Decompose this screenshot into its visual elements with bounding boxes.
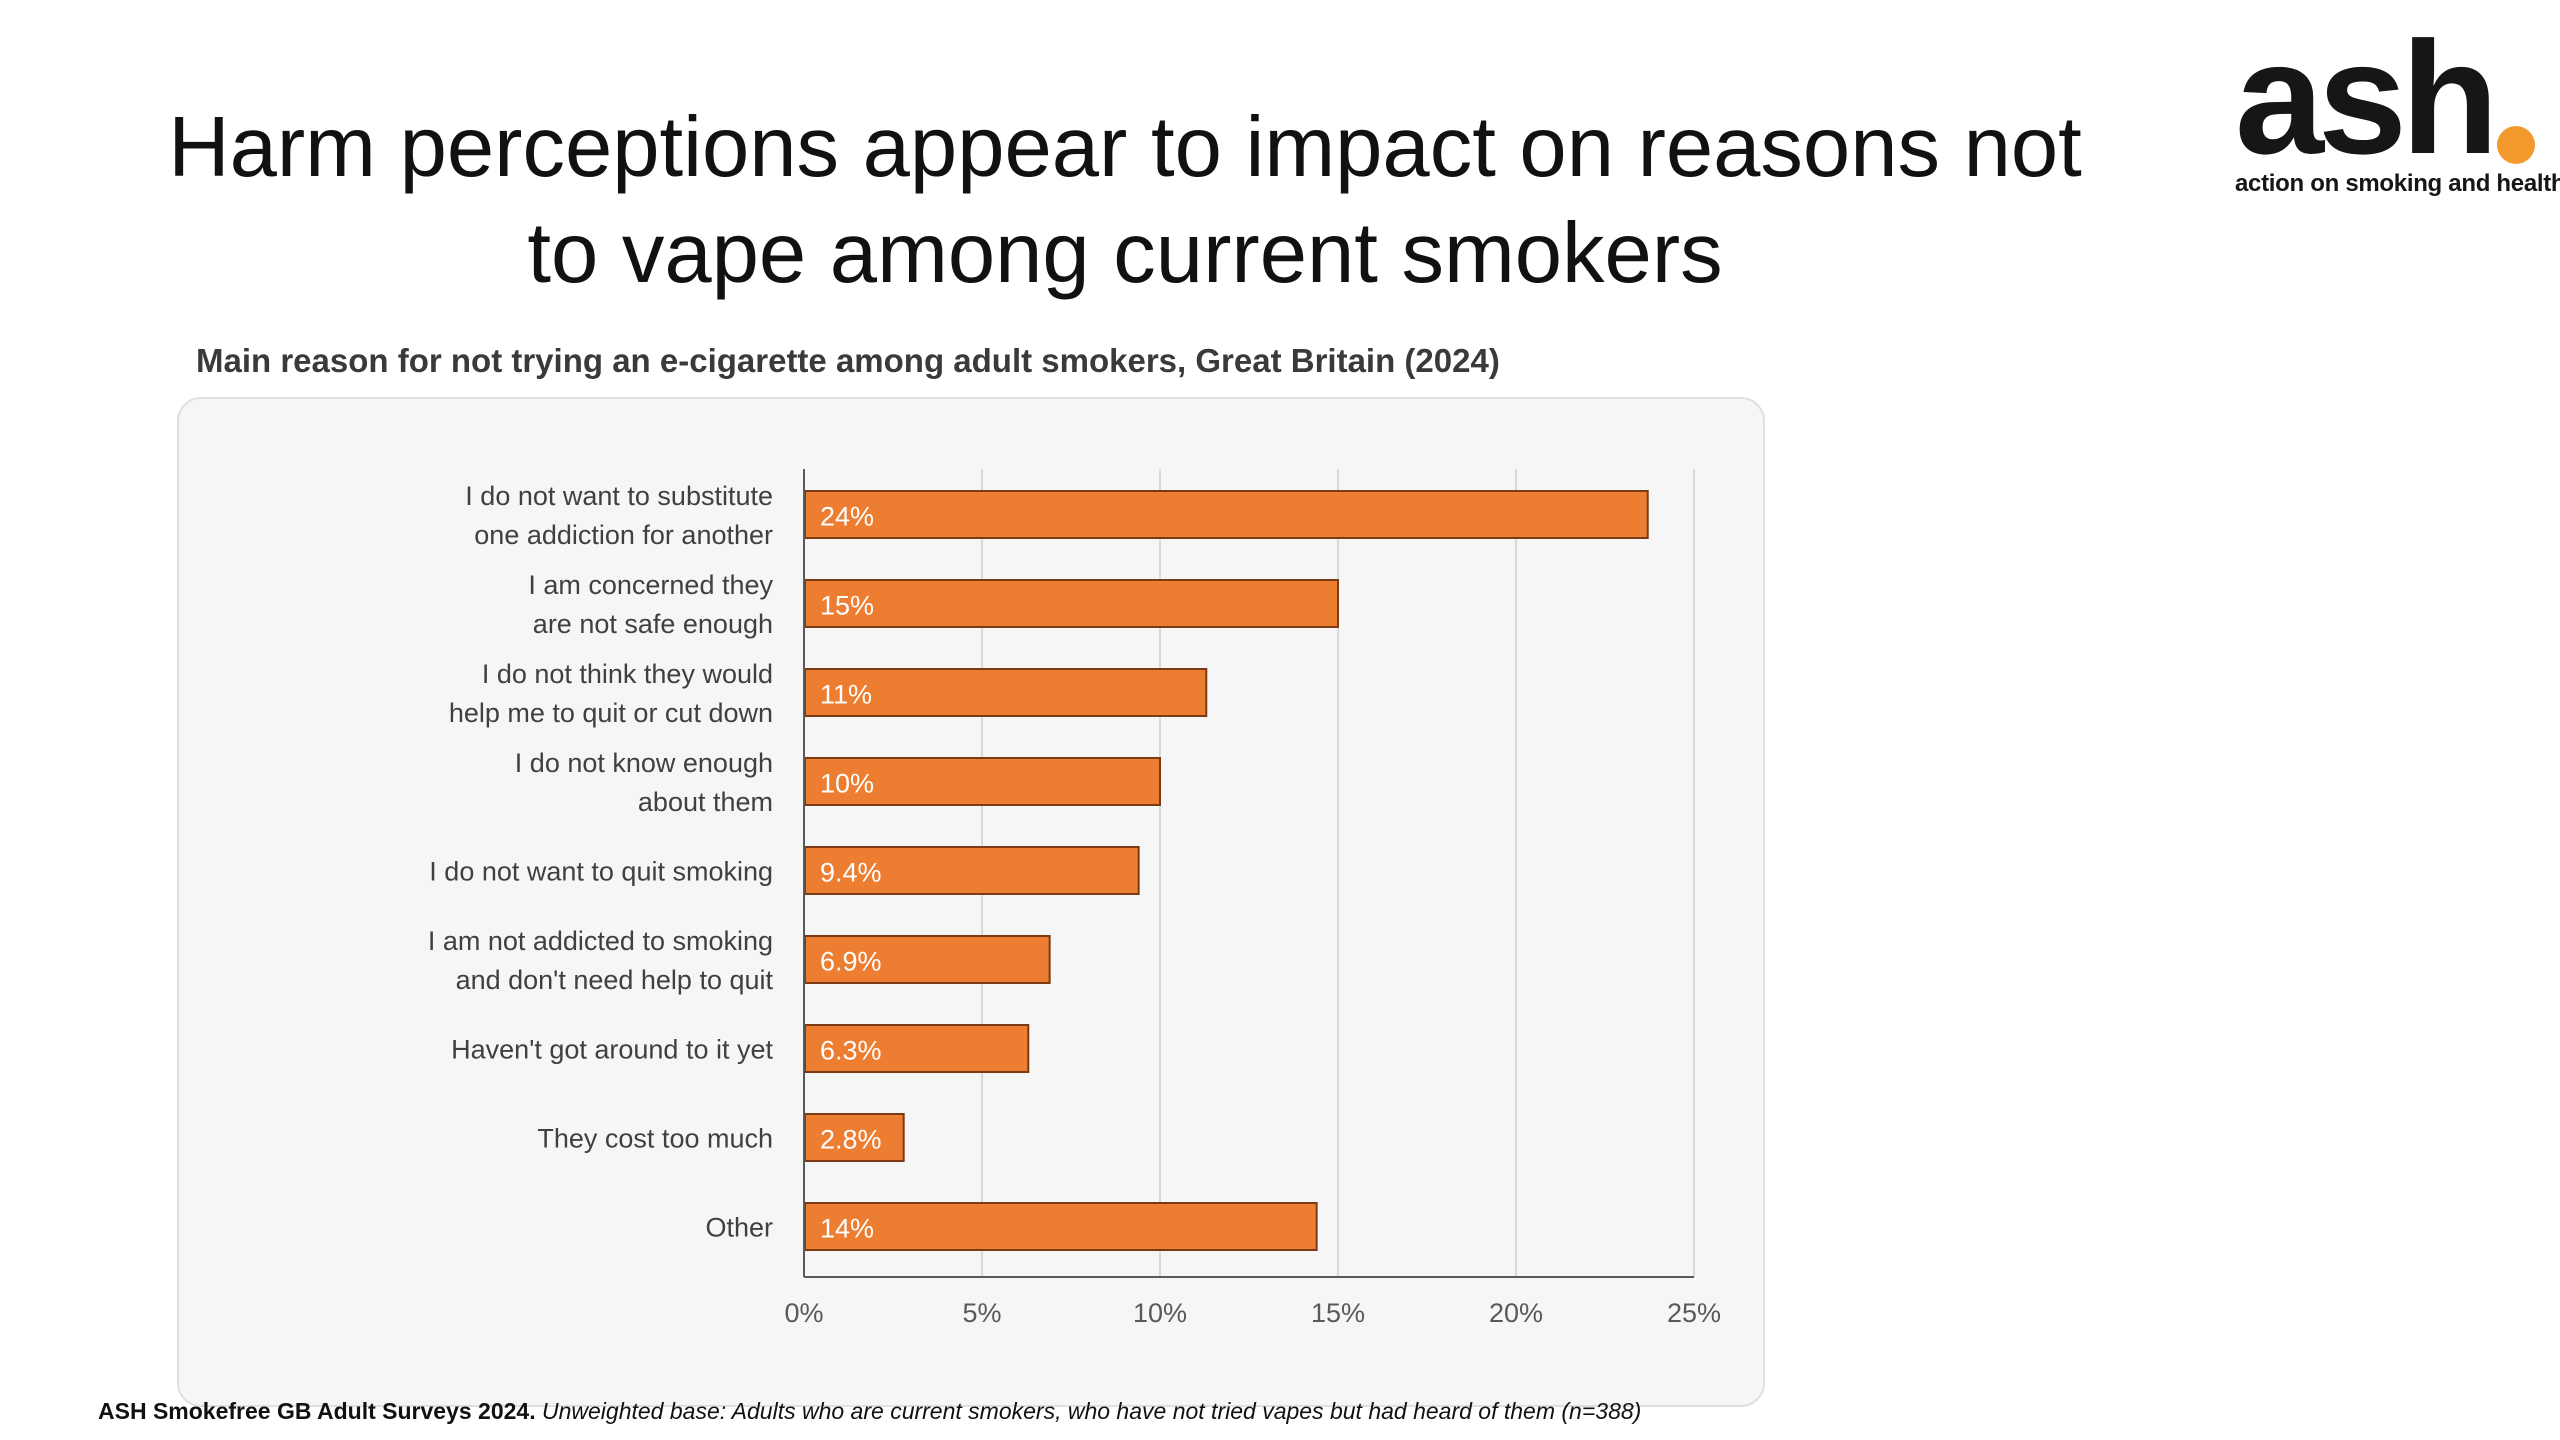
x-tick-label: 15% [1311, 1298, 1365, 1328]
slide-title-line-2: to vape among current smokers [527, 206, 1723, 301]
source-footnote: ASH Smokefree GB Adult Surveys 2024. Unw… [98, 1398, 1641, 1425]
slide-title-line-1: Harm perceptions appear to impact on rea… [168, 100, 2082, 195]
category-label: one addiction for another [474, 520, 773, 550]
category-label: They cost too much [537, 1124, 773, 1154]
bar [804, 1113, 905, 1162]
category-label: help me to quit or cut down [449, 698, 773, 728]
bar-data-label: 15% [820, 591, 874, 621]
bar [804, 579, 1339, 628]
bar-data-label: 14% [820, 1214, 874, 1244]
x-tick-label: 20% [1489, 1298, 1543, 1328]
bar-data-label: 6.3% [820, 1036, 882, 1066]
bar [804, 1202, 1318, 1251]
x-tick-label: 25% [1667, 1298, 1721, 1328]
bar-data-label: 6.9% [820, 947, 882, 977]
bar-data-label: 2.8% [820, 1125, 882, 1155]
category-label: and don't need help to quit [456, 965, 774, 995]
bar [804, 935, 1051, 984]
ash-logo-wordmark: ash [2235, 8, 2499, 187]
category-label: about them [638, 787, 773, 817]
category-label: I am concerned they [528, 570, 773, 600]
category-label: Other [705, 1213, 773, 1243]
category-label: Haven't got around to it yet [451, 1035, 773, 1065]
slide-title: Harm perceptions appear to impact on rea… [100, 95, 2150, 307]
bar [804, 490, 1649, 539]
category-label: I am not addicted to smoking [428, 926, 773, 956]
category-label: I do not want to quit smoking [429, 857, 773, 887]
x-tick-label: 0% [784, 1298, 823, 1328]
bar-data-label: 9.4% [820, 858, 882, 888]
bar-data-label: 10% [820, 769, 874, 799]
x-tick-label: 10% [1133, 1298, 1187, 1328]
chart-panel: 24% I do not want to substitute one addict… [177, 397, 1765, 1407]
category-label: are not safe enough [533, 609, 773, 639]
bar-data-label: 24% [820, 502, 874, 532]
x-tick-label: 5% [962, 1298, 1001, 1328]
bar [804, 668, 1208, 717]
ash-logo: ash action on smoking and health [2235, 8, 2560, 208]
category-label: I do not know enough [515, 748, 773, 778]
chart-title: Main reason for not trying an e-cigarett… [196, 342, 1500, 379]
category-label: I do not think they would [482, 659, 773, 689]
footnote-source: ASH Smokefree GB Adult Surveys 2024. [98, 1398, 536, 1424]
bar [804, 1024, 1030, 1073]
bar-data-label: 11% [820, 680, 872, 710]
bar [804, 846, 1140, 895]
ash-logo-dot-icon [2497, 126, 2535, 164]
footnote-base: Unweighted base: Adults who are current … [542, 1398, 1642, 1424]
category-label: I do not want to substitute [465, 481, 773, 511]
bar-chart: 24% I do not want to substitute one addict… [428, 469, 1721, 1328]
ash-logo-tagline: action on smoking and health [2235, 170, 2560, 197]
